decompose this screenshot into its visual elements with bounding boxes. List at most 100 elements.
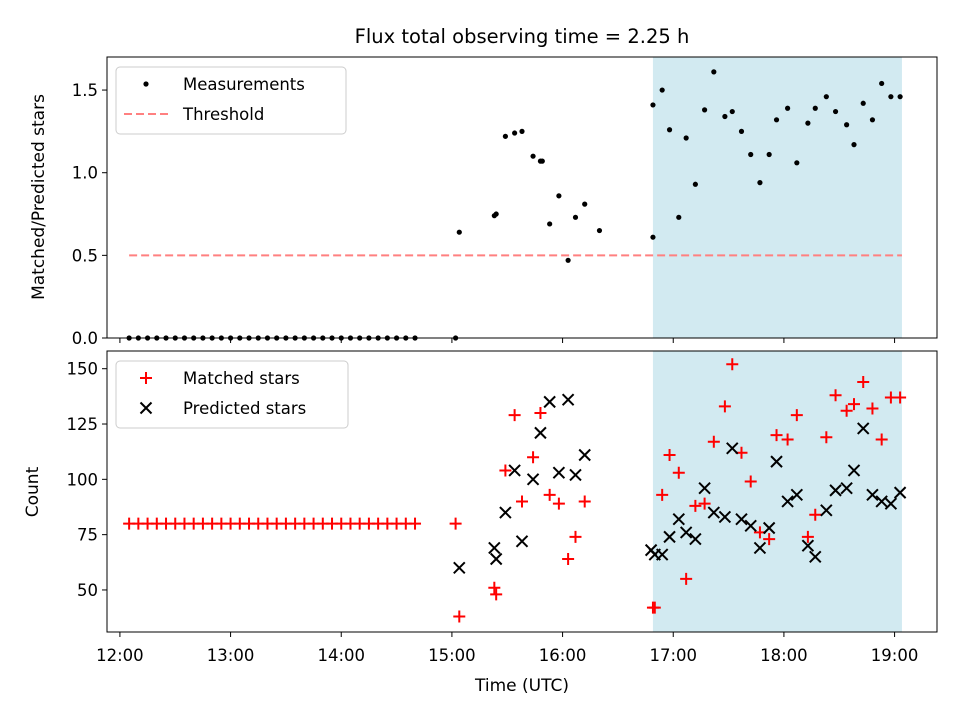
- measurement-point: [683, 135, 689, 141]
- y-tick-label: 75: [77, 526, 98, 545]
- predicted-star-point: [508, 464, 521, 477]
- measurement-point: [729, 108, 735, 115]
- predicted-star-point: [781, 495, 794, 508]
- matched-star-point: [689, 499, 702, 512]
- measurement-point: [666, 127, 673, 133]
- measurement-point: [748, 151, 754, 158]
- y-tick-label: 150: [67, 360, 99, 379]
- matched-star-point: [499, 464, 512, 477]
- legend-box: [115, 360, 349, 429]
- legend-label: Matched stars: [183, 369, 300, 388]
- ratio-y-axis-ticks: 0.0 0.5 1.0 1.5: [72, 81, 107, 348]
- predicted-star-point: [569, 468, 582, 482]
- matched-star-point: [718, 400, 731, 413]
- predicted-star-point: [875, 495, 888, 508]
- measurement-point: [785, 105, 791, 111]
- x-tick-label: 13:00: [207, 646, 255, 665]
- legend-matched-marker: [140, 372, 152, 384]
- matched-star-point: [857, 375, 870, 388]
- predicted-star-point: [663, 530, 676, 544]
- matched-star-point: [409, 517, 422, 530]
- matched-star-point: [490, 588, 503, 601]
- predicted-star-point: [790, 488, 804, 502]
- measurement-point: [757, 180, 763, 186]
- x-tick-label: 14:00: [317, 646, 365, 665]
- predicted-star-point: [884, 497, 898, 510]
- matched-star-point: [672, 466, 685, 479]
- predicted-star-point: [526, 473, 540, 486]
- measurement-point: [692, 181, 698, 187]
- measurement-point: [582, 201, 588, 207]
- measurement-point: [794, 160, 800, 166]
- matched-star-point: [680, 572, 693, 585]
- matched-star-point: [744, 475, 757, 488]
- measurement-point: [493, 211, 499, 217]
- x-tick-label: 19:00: [871, 646, 919, 665]
- y-tick-label: 0.0: [72, 329, 98, 348]
- matched-star-point: [875, 433, 888, 446]
- predicted-star-point: [707, 506, 721, 519]
- predicted-star-point: [515, 535, 529, 548]
- legend-measurement-marker: [143, 81, 149, 87]
- y-tick-label: 1.5: [72, 81, 98, 100]
- matched-star-point: [829, 389, 842, 402]
- matched-star-point: [578, 495, 591, 508]
- count-legend: Matched stars Predicted stars: [115, 360, 349, 429]
- matched-star-point: [449, 517, 462, 530]
- measurement-point: [812, 105, 818, 111]
- predicted-star-point: [488, 541, 501, 555]
- count-y-axis-ticks: 50 75 100 125 150: [67, 360, 107, 600]
- matched-star-point: [527, 451, 540, 464]
- matched-star-point: [809, 508, 822, 521]
- matched-star-point: [894, 391, 907, 404]
- matched-star-point: [763, 533, 776, 546]
- predicted-star-point: [655, 548, 669, 561]
- measurement-point: [676, 214, 682, 220]
- measurement-point: [556, 193, 562, 199]
- y-tick-label: 0.5: [72, 246, 98, 265]
- x-tick-label: 17:00: [649, 646, 697, 665]
- measurement-point: [766, 151, 772, 158]
- ratio-y-axis-label: Matched/Predicted stars: [29, 94, 49, 300]
- measurement-point: [832, 108, 839, 115]
- matched-star-point: [552, 497, 565, 510]
- predicted-star-point: [672, 512, 685, 526]
- matched-star-point: [453, 610, 466, 623]
- legend-label: Measurements: [183, 75, 305, 94]
- measurement-point: [530, 153, 536, 159]
- legend-label: Predicted stars: [183, 399, 306, 418]
- observing-window-highlight: [652, 351, 902, 632]
- measurement-point: [844, 122, 850, 128]
- predicted-star-point: [561, 393, 575, 406]
- legend-label: Threshold: [182, 105, 264, 124]
- predicted-star-point: [499, 506, 512, 519]
- predicted-star-point: [698, 481, 711, 495]
- x-tick-label: 12:00: [96, 646, 144, 665]
- measurement-point: [565, 257, 571, 263]
- predicted-star-point: [809, 550, 822, 563]
- measurement-point: [773, 117, 780, 123]
- y-tick-label: 100: [67, 470, 99, 489]
- matched-star-point: [569, 530, 582, 543]
- measurement-point: [572, 214, 579, 220]
- count-plot-frame: [106, 350, 938, 633]
- ratio-x-axis-ticks: [119, 338, 896, 343]
- ratio-legend: Measurements Threshold: [115, 66, 347, 135]
- measurement-point: [502, 133, 508, 139]
- predicted-star-point: [847, 464, 861, 477]
- ratio-plot-frame: [106, 56, 938, 339]
- predicted-star-point: [552, 466, 566, 479]
- x-tick-label: 16:00: [539, 646, 587, 665]
- x-tick-label: 18:00: [760, 646, 808, 665]
- matched-star-point: [801, 530, 814, 543]
- matched-star-point: [656, 488, 669, 501]
- measurement-point: [738, 128, 745, 134]
- predicted-star-point: [735, 512, 748, 526]
- predicted-star-point: [718, 510, 732, 524]
- measurement-point: [702, 107, 708, 113]
- measurement-point: [805, 120, 811, 126]
- measurement-point: [547, 221, 553, 227]
- measurement-point: [659, 87, 665, 93]
- measurement-point: [722, 113, 728, 120]
- predicted-star-point: [489, 552, 503, 566]
